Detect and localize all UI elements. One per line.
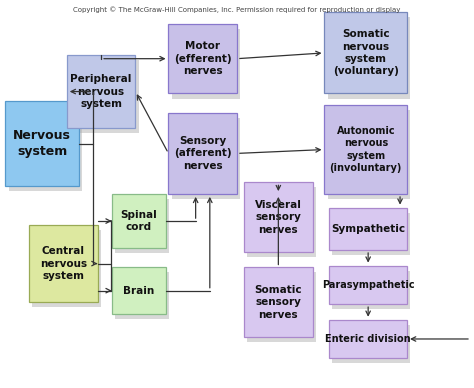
FancyBboxPatch shape [112, 267, 166, 314]
Text: Enteric division: Enteric division [325, 334, 411, 344]
FancyBboxPatch shape [332, 270, 410, 309]
FancyBboxPatch shape [329, 320, 407, 358]
Text: Somatic
sensory
nerves: Somatic sensory nerves [255, 285, 302, 320]
Text: Brain: Brain [123, 286, 155, 296]
FancyBboxPatch shape [247, 187, 316, 257]
FancyBboxPatch shape [324, 105, 407, 194]
FancyBboxPatch shape [324, 12, 407, 94]
Text: Copyright © The McGraw-Hill Companies, Inc. Permission required for reproduction: Copyright © The McGraw-Hill Companies, I… [73, 7, 401, 13]
Text: Peripheral
nervous
system: Peripheral nervous system [71, 74, 132, 109]
Text: Spinal
cord: Spinal cord [120, 210, 157, 232]
Text: Motor
(efferent)
nerves: Motor (efferent) nerves [174, 41, 231, 76]
FancyBboxPatch shape [329, 208, 407, 250]
Text: Sensory
(afferent)
nerves: Sensory (afferent) nerves [174, 136, 231, 171]
Text: Autonomic
nervous
system
(involuntary): Autonomic nervous system (involuntary) [329, 126, 402, 173]
FancyBboxPatch shape [32, 230, 101, 307]
FancyBboxPatch shape [168, 24, 237, 94]
FancyBboxPatch shape [332, 213, 410, 255]
FancyBboxPatch shape [67, 55, 136, 128]
FancyBboxPatch shape [328, 110, 410, 199]
Text: Visceral
sensory
nerves: Visceral sensory nerves [255, 200, 302, 235]
FancyBboxPatch shape [112, 194, 166, 248]
FancyBboxPatch shape [329, 265, 407, 304]
FancyBboxPatch shape [5, 101, 79, 186]
FancyBboxPatch shape [70, 60, 139, 133]
FancyBboxPatch shape [328, 17, 410, 99]
FancyBboxPatch shape [244, 267, 313, 337]
FancyBboxPatch shape [168, 113, 237, 194]
FancyBboxPatch shape [244, 182, 313, 252]
FancyBboxPatch shape [332, 325, 410, 363]
Text: Parasympathetic: Parasympathetic [322, 280, 414, 290]
FancyBboxPatch shape [115, 272, 169, 319]
Text: Central
nervous
system: Central nervous system [40, 246, 87, 281]
FancyBboxPatch shape [172, 118, 240, 199]
Text: Somatic
nervous
system
(voluntary): Somatic nervous system (voluntary) [333, 29, 399, 76]
Text: Nervous
system: Nervous system [13, 129, 71, 158]
FancyBboxPatch shape [29, 225, 98, 302]
FancyBboxPatch shape [247, 272, 316, 342]
FancyBboxPatch shape [9, 106, 82, 191]
Text: Sympathetic: Sympathetic [331, 224, 405, 234]
FancyBboxPatch shape [172, 29, 240, 99]
FancyBboxPatch shape [115, 199, 169, 253]
